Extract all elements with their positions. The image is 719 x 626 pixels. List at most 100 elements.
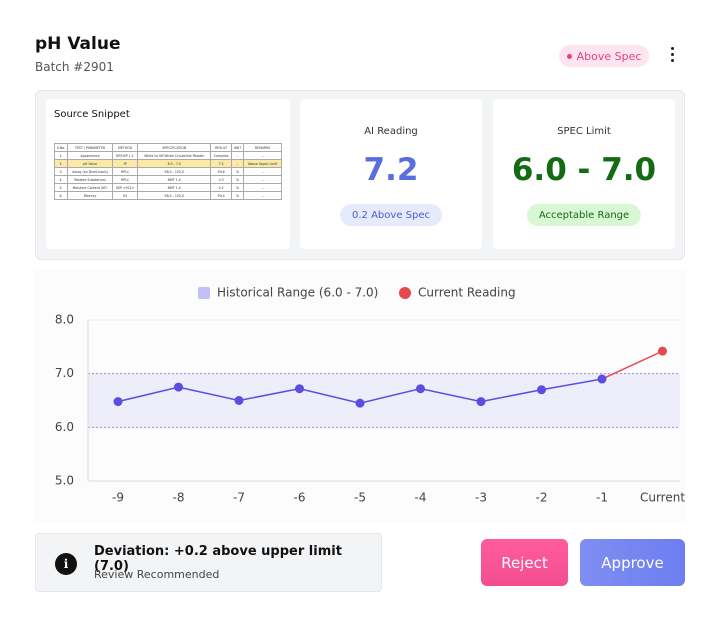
legend-label: Historical Range (6.0 - 7.0)	[217, 286, 378, 300]
x-tick-label: -5	[354, 491, 366, 505]
source-snippet: Source Snippet S.No. TEST / PARAMETER METH…	[46, 99, 290, 327]
x-tick-label: -8	[173, 491, 185, 505]
spec-card: SPEC Limit 6.0 - 7.0 Acceptable Range	[493, 99, 675, 249]
legend-swatch	[198, 287, 210, 299]
table-cell: Assay (on Dried basis)	[67, 167, 113, 176]
table-cell: --	[243, 167, 282, 176]
table-cell: Complies	[210, 151, 232, 160]
column-header: RESULT	[210, 143, 232, 152]
approve-button[interactable]: Approve	[580, 539, 685, 586]
table-cell: --	[243, 191, 282, 200]
table-cell: BP/USP 1.1	[111, 151, 139, 160]
data-point	[537, 385, 546, 395]
table-row: 4. Related Substances HPLC NMT 1.0 0.3% --	[53, 175, 282, 184]
table-cell: Moisture Content (KF)	[67, 183, 113, 192]
table-cell: --	[243, 151, 282, 160]
table-cell: Appearance	[67, 151, 113, 160]
table-cell: 3.	[53, 167, 69, 176]
x-tick-label: -2	[536, 491, 548, 505]
table-cell: --	[243, 175, 282, 184]
spec-label: SPEC Limit	[557, 126, 611, 137]
data-point	[113, 397, 123, 407]
x-tick-label: Current	[640, 491, 685, 505]
historical-band	[88, 373, 680, 428]
ai-value: 7.2	[363, 152, 419, 188]
table-row: 1. Appearance BP/USP 1.1 White to Off-White…	[53, 151, 282, 160]
table-cell: 98.0 - 102.0	[137, 167, 212, 176]
ai-pill: 0.2 Above Spec	[340, 204, 442, 226]
table-cell: HPLC	[111, 167, 139, 176]
table-cell: NMT 1.0	[137, 175, 212, 184]
badge-text: Above Spec	[576, 49, 642, 63]
x-tick-label: -9	[112, 491, 124, 505]
snippet-table: S.No. TEST / PARAMETER METHOD SPECIFICATION…	[53, 143, 282, 200]
ai-card: AI Reading 7.2 0.2 Above Spec	[300, 99, 482, 249]
y-tick-label: 7.0	[55, 366, 74, 380]
table-cell: 7.2	[210, 159, 232, 168]
x-tick-label: -4	[415, 491, 427, 505]
column-header: S.No.	[53, 143, 69, 152]
table-cell: 6.	[53, 191, 69, 200]
data-point	[234, 396, 244, 405]
deviation-box: i Deviation: +0.2 above upper limit (7.0…	[35, 533, 382, 592]
data-point	[416, 384, 425, 394]
deviation-text: Deviation: +0.2 above upper limit (7.0)	[94, 544, 342, 574]
table-cell: Potency	[67, 191, 113, 200]
table-cell: %	[230, 183, 245, 192]
table-cell: Related Substances	[67, 175, 113, 184]
column-header: TEST / PARAMETER	[67, 143, 113, 152]
current-connector	[601, 350, 663, 380]
table-cell: --	[243, 183, 282, 192]
table-cell: NMT 1.0	[137, 183, 212, 192]
table-cell: 99.4	[210, 191, 232, 200]
y-tick-label: 6.0	[55, 420, 74, 434]
info-icon: i	[55, 553, 77, 575]
ai-label: AI Reading	[364, 126, 418, 137]
column-header: METHOD	[111, 143, 139, 152]
column-header: SPECIFICATION	[137, 143, 212, 152]
table-cell: 2.	[53, 159, 69, 168]
table-cell: 5.	[53, 183, 69, 192]
status-badge: Above Spec	[559, 45, 649, 67]
table-row: 2. pH Value IP 6.0 - 7.0 7.2 -- Above Upper Li…	[53, 159, 282, 168]
table-cell: %	[230, 167, 245, 176]
table-cell: 1.	[53, 151, 69, 160]
table-cell: USP <921>	[111, 183, 139, 192]
legend-label: Current Reading	[418, 286, 516, 300]
table-row: 5. Moisture Content (KF) USP <921> NMT 1.0 0…	[53, 183, 282, 192]
data-point	[174, 382, 183, 392]
table-cell: 4.	[53, 175, 69, 184]
table-row: 6. Potency UV 98.0 - 102.0 99.4% --	[53, 191, 282, 200]
data-point	[476, 397, 486, 407]
x-tick-label: -6	[294, 491, 306, 505]
table-cell: --	[230, 151, 245, 160]
table-cell: 0.3	[210, 175, 232, 184]
table-cell: IP	[111, 159, 139, 168]
page-title: pH Value	[35, 34, 121, 54]
table-cell: UV	[111, 191, 139, 200]
data-point	[658, 346, 667, 356]
table-cell: 98.0 - 102.0	[137, 191, 212, 200]
table-cell: %	[230, 175, 245, 184]
spec-value: 6.0 - 7.0	[511, 152, 657, 188]
more-menu[interactable]	[671, 47, 675, 65]
table-cell: HPLC	[111, 175, 139, 184]
data-point	[295, 384, 304, 394]
table-cell: --	[230, 159, 245, 168]
data-point	[355, 398, 365, 408]
table-cell: White to Off-White Crystalline Powder	[137, 151, 212, 160]
chart: 5.0 6.0 7.0 8.0 -9 -8 -7 -6 -5 -4 -3 -2 -1 Current His…	[34, 270, 685, 522]
reject-button[interactable]: Reject	[481, 539, 568, 586]
table-cell: Above Upper Limit	[243, 159, 282, 168]
deviation-note: Review Recommended	[94, 568, 220, 581]
y-tick-label: 5.0	[55, 474, 74, 488]
x-tick-label: -1	[596, 491, 608, 505]
y-tick-label: 8.0	[55, 313, 74, 327]
batch-label: Batch #2901	[35, 60, 114, 74]
table-header-row: S.No. TEST / PARAMETER METHOD SPECIFICATION…	[53, 143, 282, 152]
x-tick-label: -7	[233, 491, 245, 505]
x-tick-label: -3	[475, 491, 487, 505]
table-cell: 0.2	[210, 183, 232, 192]
table-cell: 99.6	[210, 167, 232, 176]
